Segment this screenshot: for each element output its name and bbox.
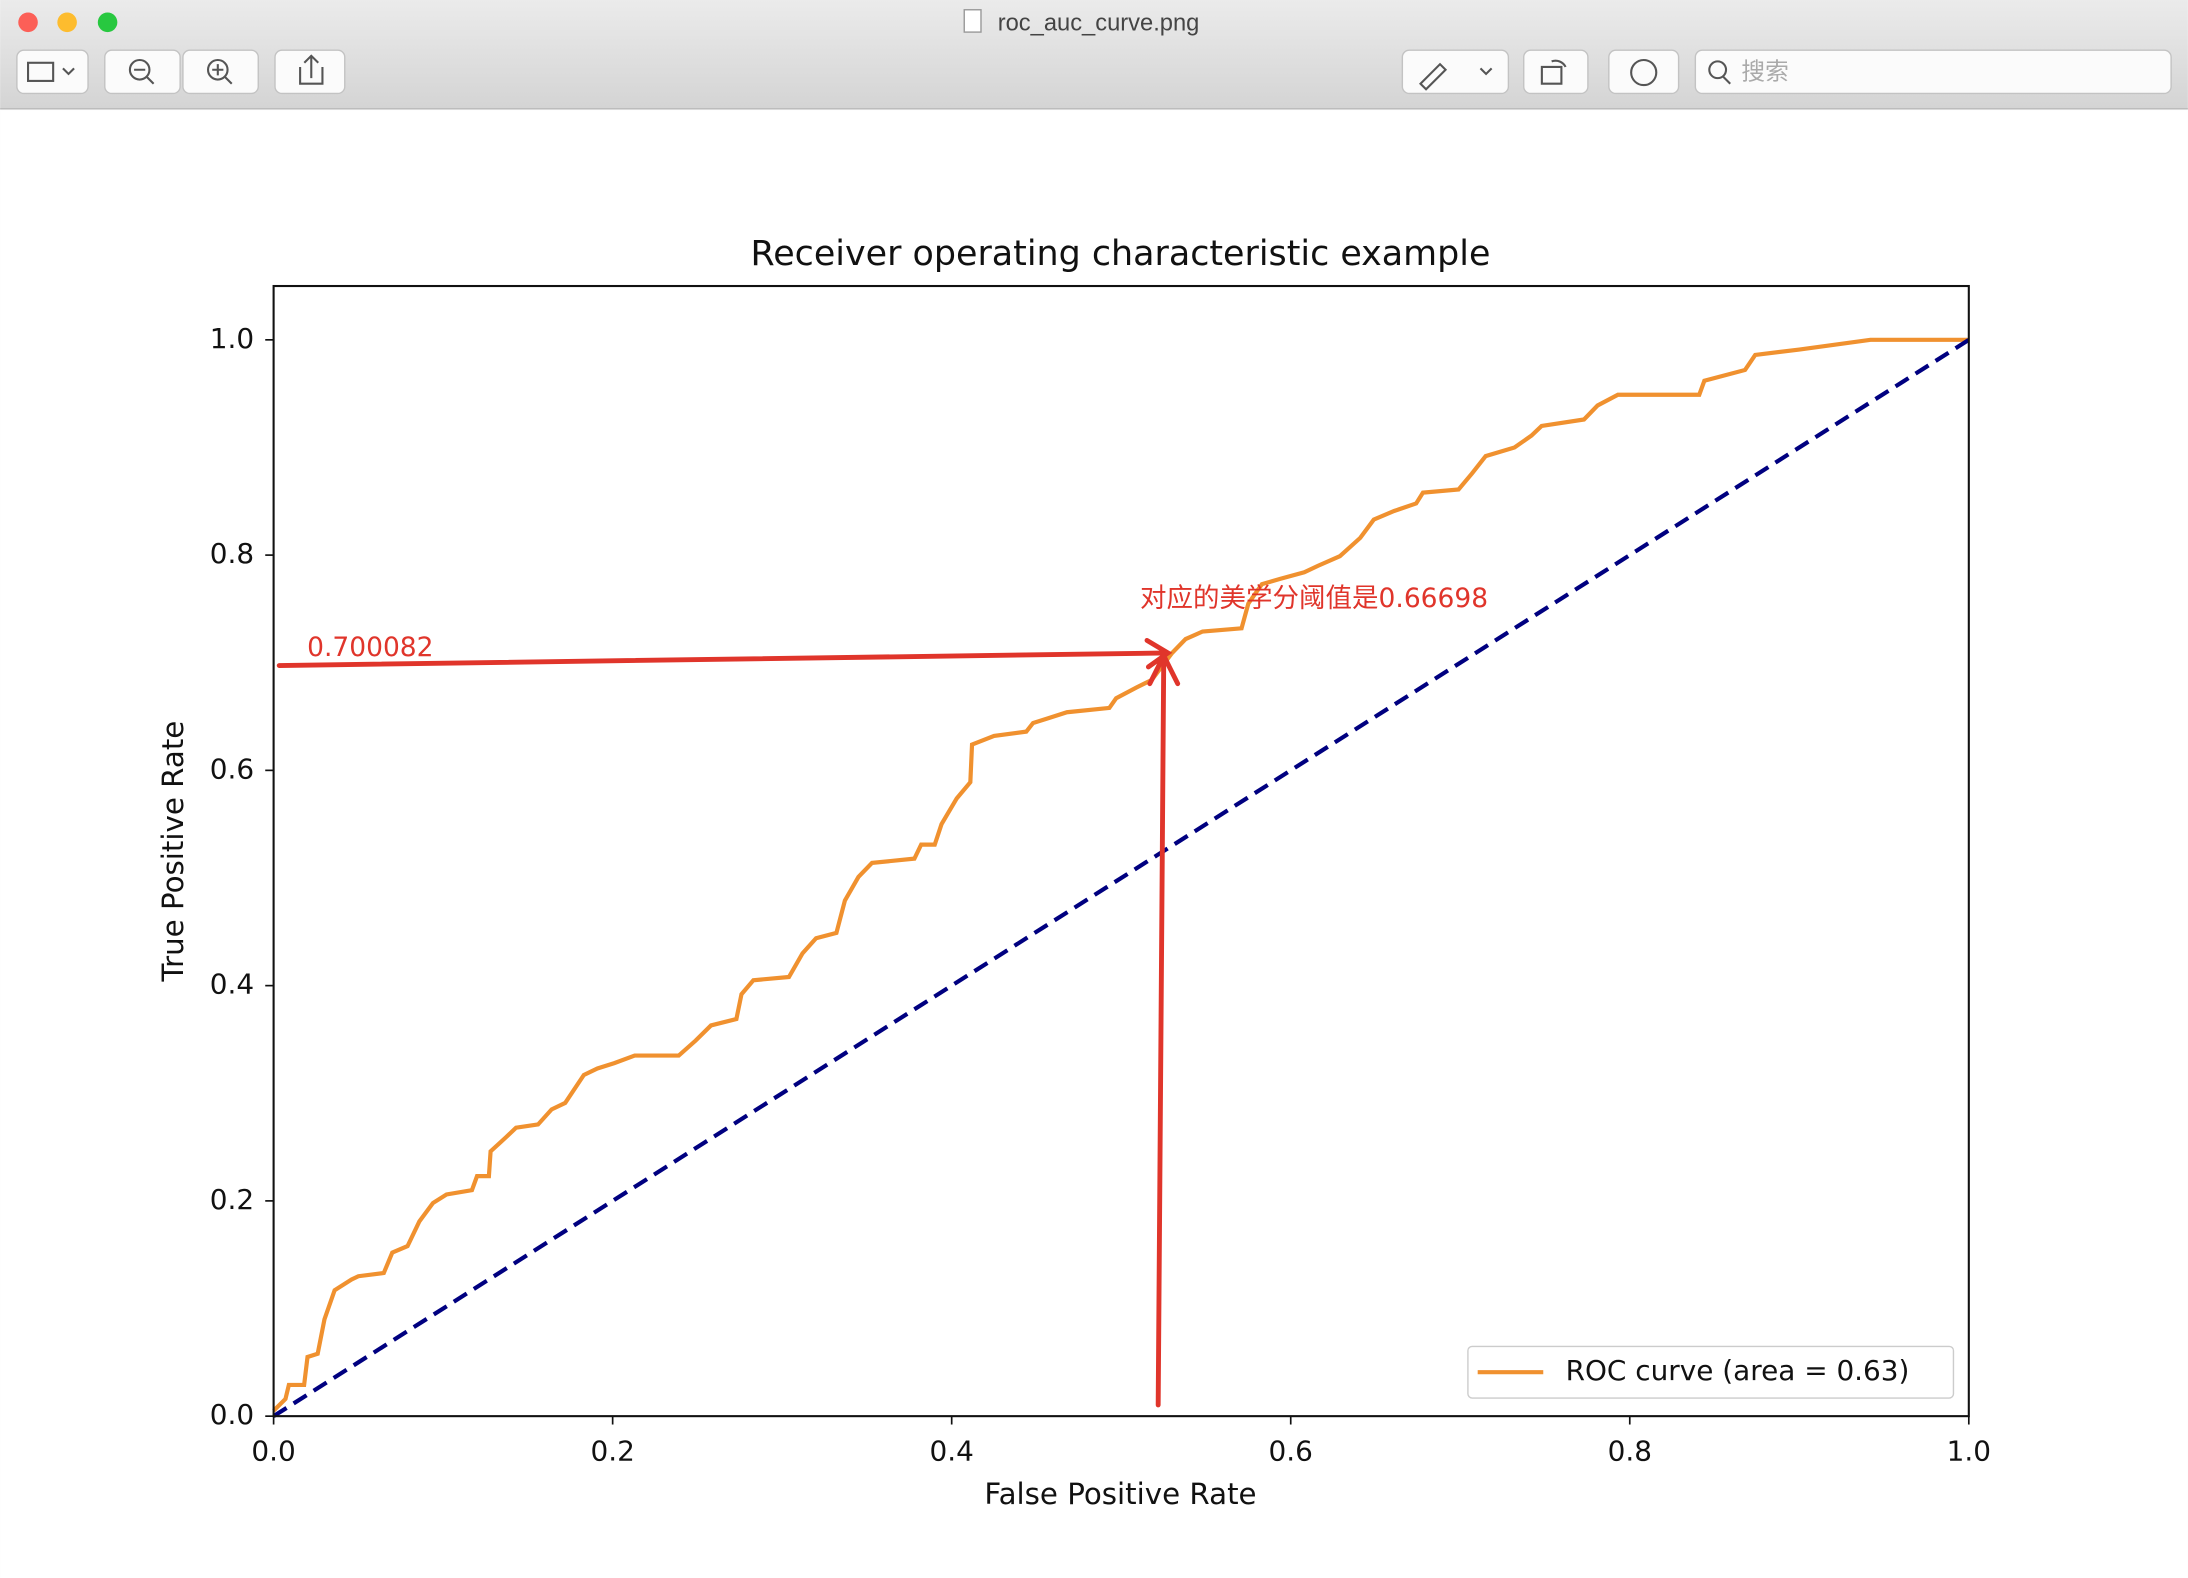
- search-field[interactable]: [1694, 49, 2172, 95]
- window-title: roc_auc_curve.png: [998, 11, 1200, 37]
- y-tick-label: 0.6: [210, 752, 254, 785]
- annotation: 对应的美学分阈值是0.66698: [1140, 583, 1488, 614]
- x-tick-label: 1.0: [1947, 1434, 1991, 1467]
- x-tick-label: 0.8: [1608, 1434, 1652, 1467]
- share-icon: [299, 54, 324, 85]
- zoom-out-icon: [128, 58, 151, 81]
- sidebar-icon: [27, 61, 55, 82]
- close-button[interactable]: [18, 12, 38, 33]
- y-tick-label: 0.4: [210, 968, 254, 1001]
- y-tick-label: 0.2: [210, 1183, 254, 1216]
- annotate-button[interactable]: [1608, 49, 1680, 95]
- arrow-vertical: [1147, 650, 1181, 1408]
- legend-label: ROC curve (area = 0.63): [1566, 1354, 1910, 1387]
- rotate-button[interactable]: [1523, 49, 1589, 95]
- x-tick-label: 0.6: [1269, 1434, 1313, 1467]
- x-tick-label: 0.2: [590, 1434, 634, 1467]
- markup-button[interactable]: [1401, 49, 1510, 95]
- toolbar-buttons: [16, 49, 2172, 95]
- x-tick-label: 0.4: [930, 1434, 974, 1467]
- arrow-horizontal: [276, 637, 1173, 670]
- zoom-button[interactable]: [97, 12, 118, 33]
- image-canvas: [0, 110, 2188, 1578]
- zoom-in-button[interactable]: [182, 49, 259, 95]
- series-line: [272, 337, 1969, 1413]
- search-placeholder: 搜索: [1741, 59, 1788, 86]
- toolbar-icons: [27, 54, 1731, 91]
- pen-icon: [1419, 62, 1448, 91]
- annotation: 0.700082: [307, 632, 433, 663]
- file-icon: [963, 9, 982, 33]
- series-line: [272, 338, 1970, 1418]
- y-axis-label: True Positive Rate: [156, 721, 190, 983]
- y-tick-label: 1.0: [210, 322, 254, 355]
- plot-frame: [272, 284, 1970, 1418]
- search-icon: [1708, 60, 1728, 80]
- annotate-icon: [1630, 58, 1658, 87]
- x-tick-label: 0.0: [251, 1434, 295, 1467]
- legend-box: [1467, 1345, 1955, 1399]
- chevron: [62, 67, 75, 76]
- y-tick-label: 0.0: [210, 1398, 254, 1431]
- chevron: [1479, 67, 1493, 76]
- plot-area: 0.0 0.2 0.4 0.6 0.8 1.0 0.0 0.2 0.4 0.6 0.8 1.0 ROC …: [210, 322, 1991, 1468]
- share-button[interactable]: [274, 49, 346, 95]
- zoom-out-button[interactable]: [104, 49, 181, 95]
- rotate-icon: [1540, 59, 1567, 85]
- minimize-button[interactable]: [57, 12, 77, 33]
- x-axis-label: False Positive Rate: [984, 1477, 1256, 1511]
- zoom-in-icon: [206, 58, 229, 81]
- y-tick-label: 0.8: [210, 537, 254, 570]
- chart-title: Receiver operating characteristic exampl…: [751, 234, 1491, 274]
- hand-annotations: [276, 637, 1181, 1408]
